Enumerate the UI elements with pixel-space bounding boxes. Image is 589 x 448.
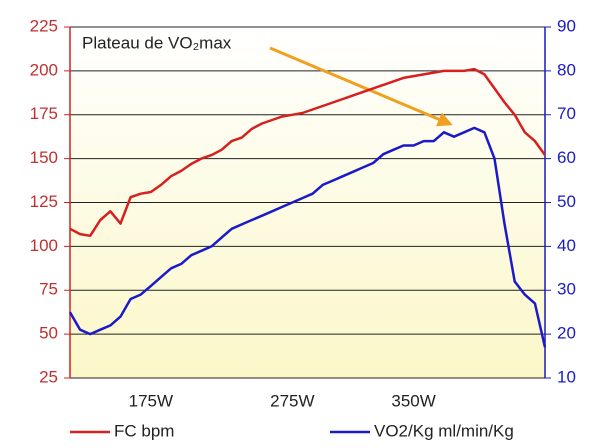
- x-tick-label: 350W: [391, 391, 435, 410]
- y-tick-label: 225: [30, 16, 58, 35]
- legend-label: FC bpm: [114, 421, 174, 440]
- series-line: [69, 67, 547, 238]
- legend-label: VO2/Kg ml/min/Kg: [374, 421, 514, 440]
- y2-tick-label: 20: [557, 324, 576, 343]
- y2-tick-label: 40: [557, 236, 576, 255]
- annotation-arrow: [269, 46, 453, 127]
- y-tick-label: 125: [30, 192, 58, 211]
- y-tick-label: 50: [39, 324, 58, 343]
- y-tick-label: 150: [30, 148, 58, 167]
- y2-tick-label: 80: [557, 60, 576, 79]
- x-tick-label: 175W: [129, 391, 173, 410]
- x-tick-label: 275W: [270, 391, 314, 410]
- y2-tick-label: 50: [557, 192, 576, 211]
- y-tick-label: 100: [30, 236, 58, 255]
- y-tick-label: 25: [39, 367, 58, 386]
- y2-tick-label: 10: [557, 367, 576, 386]
- y-tick-label: 175: [30, 104, 58, 123]
- series-line: [68, 126, 547, 348]
- y2-tick-label: 90: [557, 16, 576, 35]
- y-tick-label: 75: [39, 280, 58, 299]
- y2-tick-label: 70: [557, 104, 576, 123]
- y-tick-label: 200: [30, 60, 58, 79]
- annotation: Plateau de VO₂max: [82, 33, 232, 52]
- y2-tick-label: 60: [557, 148, 576, 167]
- y2-tick-label: 30: [557, 280, 576, 299]
